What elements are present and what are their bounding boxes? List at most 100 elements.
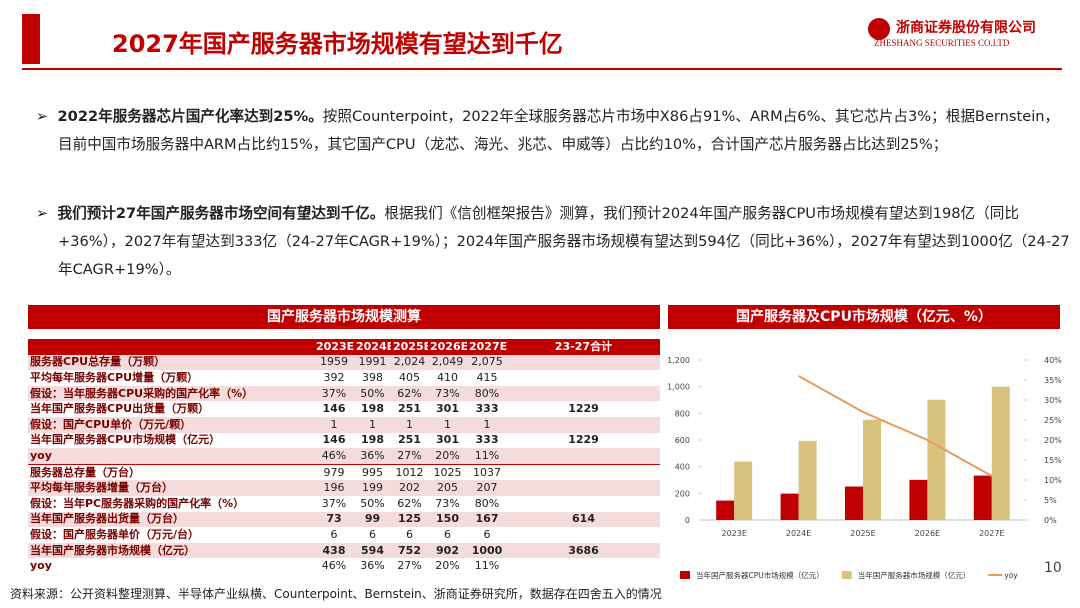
header-cell: 2023E (314, 339, 354, 355)
cell: 1037 (467, 463, 507, 481)
cell: 20% (428, 448, 467, 465)
cell: 594 (354, 542, 391, 559)
y-tick-label: 0 (685, 516, 690, 525)
y2-tick-label: 30% (1044, 396, 1062, 405)
table-row: 当年国产服务器出货量（万台） 73 99 125 150 167 614 (28, 511, 660, 528)
cell: 1991 (354, 354, 391, 371)
cell: 398 (354, 370, 391, 386)
total-cell: 3686 (507, 542, 660, 559)
cell: 1959 (314, 354, 354, 371)
cell: 62% (391, 495, 428, 512)
slide-title: 2027年国产服务器市场规模有望达到千亿 (112, 30, 563, 58)
cell: 196 (314, 480, 354, 496)
cell: 205 (428, 480, 467, 496)
cell: 80% (467, 385, 507, 402)
legend-label: 当年国产服务器CPU市场规模（亿元） (696, 570, 824, 580)
cell: 73 (314, 511, 354, 528)
total-cell: 1229 (507, 401, 660, 417)
y-tick-label: 600 (675, 436, 690, 445)
cell: 752 (391, 542, 428, 559)
table-title: 国产服务器市场规模测算 (28, 305, 660, 329)
header-cell (28, 339, 314, 355)
table-row: 当年国产服务器CPU出货量（万颗） 146 198 251 301 333 1229 (28, 401, 660, 417)
cell: 207 (467, 480, 507, 496)
cell: 1 (467, 416, 507, 433)
logo-text-en: ZHESHANG SECURITIES CO.LTD (874, 38, 1010, 48)
row-label: 当年国产服务器市场规模（亿元） (28, 542, 314, 559)
cell: 1 (428, 416, 467, 433)
row-label: 平均每年服务器增量（万台） (28, 480, 314, 496)
bar (845, 486, 863, 520)
cell: 27% (391, 448, 428, 465)
cell: 46% (314, 558, 354, 574)
y-tick-label: 400 (675, 463, 690, 472)
header-cell: 2024E (354, 339, 391, 355)
row-label: 服务器总存量（万台） (28, 463, 314, 481)
row-label: 服务器CPU总存量（万颗） (28, 354, 314, 371)
cell: 6 (354, 527, 391, 543)
cell: 995 (354, 463, 391, 481)
header-cell: 2025E (391, 339, 428, 355)
table-row: 假设：国产服务器单价（万元/台） 6 6 6 6 6 (28, 527, 660, 543)
cell: 27% (391, 558, 428, 574)
cell: 150 (428, 511, 467, 528)
table-row: 平均每年服务器CPU增量（万颗） 392 398 405 410 415 (28, 370, 660, 386)
header-cell: 2026E (428, 339, 467, 355)
cell (507, 354, 660, 371)
cell (507, 480, 660, 496)
row-label: 当年国产服务器CPU市场规模（亿元） (28, 432, 314, 449)
table-row: 平均每年服务器增量（万台） 196 199 202 205 207 (28, 480, 660, 496)
y-tick-label: 1,200 (668, 356, 690, 365)
cell: 146 (314, 401, 354, 417)
y-tick-label: 200 (675, 489, 690, 498)
cell: 438 (314, 542, 354, 559)
cell: 99 (354, 511, 391, 528)
y2-tick-label: 0% (1044, 516, 1057, 525)
cell: 11% (467, 448, 507, 465)
header-cell: 23-27合计 (507, 339, 660, 355)
cell (507, 558, 660, 574)
logo-text: 浙商证券股份有限公司 (896, 20, 1036, 36)
header-cell: 2027E (467, 339, 507, 355)
source-note: 资料来源：公开资料整理测算、半导体产业纵横、Counterpoint、Berns… (10, 587, 662, 601)
cell (507, 448, 660, 465)
logo-icon (868, 18, 890, 40)
total-cell: 614 (507, 511, 660, 528)
row-label: 当年国产服务器出货量（万台） (28, 511, 314, 528)
cell (507, 370, 660, 386)
cell: 46% (314, 448, 354, 465)
cell: 146 (314, 432, 354, 449)
cell: 20% (428, 558, 467, 574)
bullet-lead: 我们预计27年国产服务器市场空间有望达到千亿。 (57, 205, 385, 222)
cell: 50% (354, 495, 391, 512)
bullet: ➢ 我们预计27年国产服务器市场空间有望达到千亿。根据我们《信创框架报告》测算，… (36, 205, 1070, 278)
bar (973, 475, 992, 520)
cell: 36% (354, 448, 391, 465)
x-tick-label: 2026E (915, 529, 940, 538)
bar (991, 386, 1010, 520)
cell: 251 (391, 432, 428, 449)
cell: 6 (391, 527, 428, 543)
table-row: 假设：当年服务器CPU采购的国产化率（%） 37% 50% 62% 73% 80% (28, 385, 660, 402)
table-row: 服务器CPU总存量（万颗） 1959 1991 2,024 2,049 2,075 (28, 354, 660, 371)
x-tick-label: 2024E (786, 529, 811, 538)
cell: 333 (467, 401, 507, 417)
row-label: yoy (28, 558, 314, 574)
bullet-text: 根据我们《信创框架报告》测算，我们预计2024年国产服务器CPU市场规模有望达到… (58, 205, 1070, 278)
cell: 36% (354, 558, 391, 574)
x-tick-label: 2027E (979, 529, 1004, 538)
table-row: 假设：国产CPU单价（万元/颗） 1 1 1 1 1 (28, 416, 660, 433)
bullet: ➢ 2022年服务器芯片国产化率达到25%。按照Counterpoint，202… (36, 108, 1060, 153)
cell: 979 (314, 463, 354, 481)
x-tick-label: 2025E (850, 529, 875, 538)
cell (507, 416, 660, 433)
cell: 80% (467, 495, 507, 512)
cell: 37% (314, 385, 354, 402)
cell: 1000 (467, 542, 507, 559)
table-row: 假设：当年PC服务器采购的国产化率（%） 37% 50% 62% 73% 80% (28, 495, 660, 512)
bar (927, 399, 946, 520)
table-row: 服务器总存量（万台） 979 995 1012 1025 1037 (28, 463, 660, 481)
cell: 410 (428, 370, 467, 386)
bullet-text: 按照Counterpoint，2022年全球服务器芯片市场中X86占91%、AR… (58, 108, 1060, 153)
